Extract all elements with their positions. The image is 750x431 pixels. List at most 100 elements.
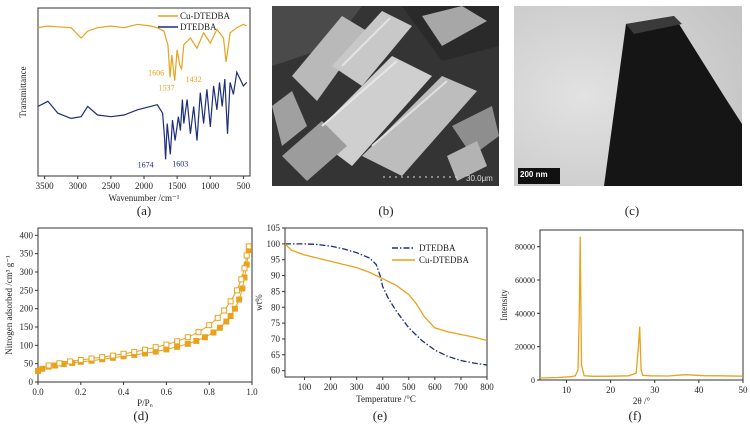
sem-scale-label: 30.0μm xyxy=(466,174,493,183)
data-point-adsorption xyxy=(231,305,238,312)
data-point-desorption xyxy=(221,307,228,314)
y-tick-label: 400 xyxy=(20,230,34,240)
x-tick-label: 40 xyxy=(694,385,704,395)
y-tick-label: 70 xyxy=(271,334,281,344)
x-tick-label: 700 xyxy=(454,382,468,392)
data-point-adsorption xyxy=(184,340,191,347)
x-tick-label: 20 xyxy=(606,385,616,395)
data-point-desorption xyxy=(152,344,159,351)
x-tick-label: 300 xyxy=(350,382,364,392)
series-line-dtedba xyxy=(285,243,488,366)
peak-label: 1674 xyxy=(138,160,154,169)
caption-f: (f) xyxy=(628,408,642,423)
x-tick-label: 3000 xyxy=(69,181,88,191)
y-tick-label: 75 xyxy=(271,318,281,328)
y-tick-label: 80000 xyxy=(515,243,535,252)
plot-frame xyxy=(539,229,744,381)
data-point-desorption xyxy=(120,350,127,357)
y-tick-label: 20000 xyxy=(515,343,535,352)
x-axis-label: Temperature /°C xyxy=(356,394,416,404)
data-point-adsorption xyxy=(236,296,243,303)
data-point-adsorption xyxy=(163,346,170,353)
data-point-desorption xyxy=(45,362,52,369)
tem-scale-box xyxy=(518,168,560,184)
y-axis-label: Intensity xyxy=(499,289,509,321)
y-axis-label: Nitrogen adsorbed /cm³ g⁻¹ xyxy=(4,255,14,355)
x-tick-label: 500 xyxy=(237,181,251,191)
y-tick-label: 95 xyxy=(271,255,281,265)
y-tick-label: 300 xyxy=(20,267,34,277)
data-point-desorption xyxy=(56,360,63,367)
x-tick-label: 2500 xyxy=(102,181,121,191)
data-point-desorption xyxy=(77,357,84,363)
data-point-desorption xyxy=(174,338,181,345)
data-point-desorption xyxy=(163,341,170,348)
data-point-desorption xyxy=(245,243,252,250)
y-axis-label: Transmittance xyxy=(18,66,28,117)
x-tick-label: 50 xyxy=(739,385,749,395)
y-tick-label: 200 xyxy=(20,304,34,314)
x-tick-label: 800 xyxy=(480,382,494,392)
sem-crystals xyxy=(272,6,499,186)
x-tick-label: 30 xyxy=(650,385,660,395)
data-point-adsorption xyxy=(174,343,181,350)
legend-label: Cu-DTEDBA xyxy=(419,255,469,265)
x-tick-label: 400 xyxy=(376,382,390,392)
x-tick-label: 0.2 xyxy=(75,387,86,397)
sem-scale-bar xyxy=(383,176,461,178)
data-point-desorption xyxy=(195,329,202,336)
tem-image xyxy=(514,6,742,186)
data-point-desorption xyxy=(214,314,221,321)
data-point-desorption xyxy=(99,354,106,361)
data-point-adsorption xyxy=(239,285,246,292)
data-point-adsorption xyxy=(223,318,230,325)
caption-a: (a) xyxy=(136,203,152,218)
peak-label: 1606 xyxy=(148,68,164,77)
plot-frame xyxy=(37,227,253,383)
y-tick-label: 85 xyxy=(271,286,281,296)
legend-label: Cu-DTEDBA xyxy=(180,11,230,21)
x-tick-label: 0.8 xyxy=(204,387,216,397)
data-point-desorption xyxy=(234,287,241,294)
data-point-desorption xyxy=(67,358,74,365)
tem-crystal xyxy=(514,6,742,186)
x-tick-label: 0.6 xyxy=(161,387,173,397)
x-axis-label: P/P₀ xyxy=(137,398,153,407)
data-point-desorption xyxy=(131,348,138,355)
ftir-chart: 3500 3000 2500 2000 1500 1000 500 Wavenumber /c… xyxy=(18,7,251,203)
y-tick-label: 250 xyxy=(20,285,34,295)
y-tick-label: 100 xyxy=(20,340,34,350)
y-tick-label: 50 xyxy=(24,359,34,369)
y-tick-label: 0 xyxy=(531,376,535,385)
x-tick-label: 1500 xyxy=(168,181,187,191)
data-point-adsorption xyxy=(210,329,217,336)
data-point-desorption xyxy=(238,276,245,283)
x-tick-label: 100 xyxy=(298,382,312,392)
data-point-adsorption xyxy=(216,324,223,331)
xrd-pattern-line xyxy=(539,236,744,379)
x-tick-label: 0.0 xyxy=(32,387,44,397)
y-axis-label: wt% xyxy=(255,294,264,311)
xrd-chart: 10 20 30 40 50 0 20000 40000 60000 80000 2θ /° Inte… xyxy=(499,229,749,406)
data-point-adsorption xyxy=(39,365,46,372)
sem-image xyxy=(272,6,499,186)
data-point-adsorption xyxy=(201,334,208,341)
x-axis-label: Wavenumber /cm⁻¹ xyxy=(109,193,180,203)
peak-label: 1603 xyxy=(172,159,188,168)
y-tick-label: 60000 xyxy=(515,276,535,285)
y-tick-label: 90 xyxy=(271,271,281,281)
x-tick-label: 200 xyxy=(324,382,338,392)
data-point-desorption xyxy=(241,265,248,272)
series-line-cu-dtedba xyxy=(37,23,247,81)
data-point-adsorption xyxy=(193,337,200,344)
caption-d: (d) xyxy=(133,408,149,423)
peak-label: 1432 xyxy=(186,75,202,84)
data-point-adsorption xyxy=(227,313,234,319)
y-tick-label: 40000 xyxy=(515,309,535,318)
y-tick-label: 0 xyxy=(29,377,34,387)
legend-label: DTEDBA xyxy=(180,22,217,32)
y-tick-label: 100 xyxy=(267,239,281,249)
y-tick-label: 65 xyxy=(271,350,281,360)
x-tick-label: 1.0 xyxy=(246,387,258,397)
x-tick-label: 2000 xyxy=(135,181,154,191)
